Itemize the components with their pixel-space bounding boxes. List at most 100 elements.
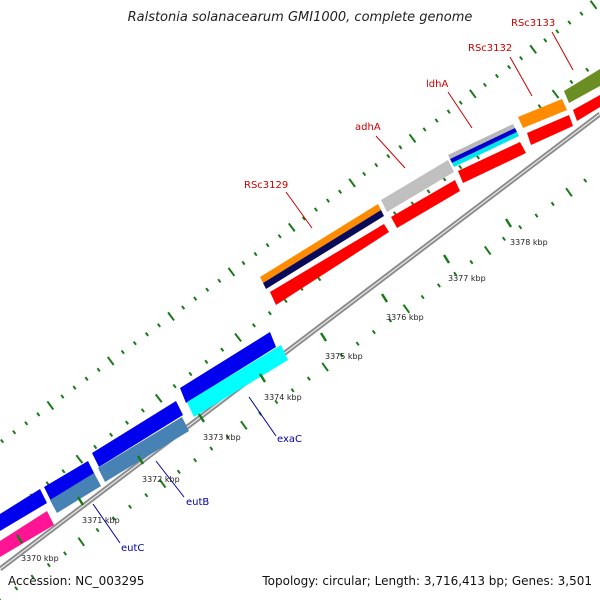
gene-rsc3133[interactable] xyxy=(564,69,600,103)
map-title: Ralstonia solanacearum GMI1000, complete… xyxy=(127,10,473,25)
minor-tick-2-29 xyxy=(469,259,474,265)
ruler-label-0: 3370 kbp xyxy=(21,554,59,563)
gene-ldhA-blue[interactable] xyxy=(450,128,517,163)
gene-exaC[interactable] xyxy=(187,345,288,417)
minor-tick-1-35 xyxy=(551,89,560,99)
minor-tick-1-34 xyxy=(537,104,542,109)
minor-tick-1-12 xyxy=(188,371,193,377)
minor-tick-0-31 xyxy=(362,171,367,177)
minor-tick-0-26 xyxy=(301,216,306,221)
minor-tick-2-7 xyxy=(111,516,116,521)
ruler-tick-2 xyxy=(136,455,145,465)
ruler-label-3: 3373 kbp xyxy=(203,433,241,442)
gene-blue-1[interactable] xyxy=(180,332,276,403)
gene-eutB[interactable] xyxy=(98,417,189,482)
minor-tick-2-15 xyxy=(240,420,248,430)
minor-tick-0-17 xyxy=(193,296,198,301)
minor-tick-0-14 xyxy=(157,323,161,328)
arrow-forward-4[interactable] xyxy=(527,115,573,145)
gene-label-forward-1[interactable]: adhA xyxy=(355,122,381,133)
gene-label-forward-4[interactable]: RSc3133 xyxy=(511,18,555,29)
ruler-label-4: 3374 kbp xyxy=(264,393,302,402)
minor-tick-2-11 xyxy=(176,469,181,475)
minor-tick-2-2 xyxy=(30,574,35,579)
gene-label-reverse-0[interactable]: exaC xyxy=(277,434,302,445)
minor-tick-0-2 xyxy=(12,429,17,435)
genome-summary: Topology: circular; Length: 3,716,413 bp… xyxy=(262,574,592,588)
gene-label-forward-0[interactable]: RSc3129 xyxy=(244,180,288,191)
minor-tick-0-49 xyxy=(579,11,584,16)
minor-tick-2-32 xyxy=(518,224,523,230)
minor-tick-0-1 xyxy=(0,438,5,444)
minor-tick-2-34 xyxy=(550,201,555,207)
gene-label-forward-2[interactable]: ldhA xyxy=(426,79,448,90)
gene-blue-3[interactable] xyxy=(44,461,95,501)
minor-tick-2-13 xyxy=(209,446,214,451)
gene-rsc3129-navy[interactable] xyxy=(263,210,384,289)
minor-tick-1-11 xyxy=(172,383,177,389)
minor-tick-0-40 xyxy=(469,89,477,99)
gene-label-reverse-1[interactable]: eutB xyxy=(186,497,209,508)
minor-tick-0-27 xyxy=(313,207,318,212)
gene-rsc3132[interactable] xyxy=(518,99,567,128)
minor-tick-2-22 xyxy=(355,341,360,346)
minor-tick-1-5 xyxy=(75,454,84,464)
minor-tick-2-3 xyxy=(46,562,51,568)
gene-adhA[interactable] xyxy=(381,160,454,212)
minor-tick-2-31 xyxy=(501,236,506,242)
minor-tick-0-30 xyxy=(348,178,356,188)
minor-tick-0-19 xyxy=(217,278,222,284)
minor-tick-1-28 xyxy=(442,177,447,182)
ruler-label-1: 3371 kbp xyxy=(82,516,120,525)
accession-text: Accession: NC_003295 xyxy=(8,574,145,588)
minor-tick-2-30 xyxy=(483,245,492,256)
gene-blue-4[interactable] xyxy=(0,489,47,531)
minor-tick-1-6 xyxy=(93,444,98,450)
arrow-forward-2[interactable] xyxy=(391,180,460,228)
ruler-tick-0 xyxy=(15,534,24,544)
minor-tick-0-28 xyxy=(325,198,330,203)
leader-line-reverse-1 xyxy=(155,460,185,498)
minor-tick-0-12 xyxy=(132,340,137,346)
minor-tick-2-33 xyxy=(534,213,539,218)
minor-tick-0-9 xyxy=(96,367,101,373)
minor-tick-2-14 xyxy=(225,434,230,440)
minor-tick-2-19 xyxy=(306,376,311,381)
minor-tick-0-3 xyxy=(24,421,29,426)
minor-tick-0-5 xyxy=(46,400,55,411)
gene-label-forward-3[interactable]: RSc3132 xyxy=(468,43,512,54)
minor-tick-2-12 xyxy=(193,457,198,463)
minor-tick-2-28 xyxy=(453,271,458,276)
minor-tick-1-29 xyxy=(458,164,463,170)
gene-eutC[interactable] xyxy=(0,511,54,557)
minor-tick-0-25 xyxy=(287,222,296,232)
gene-ldhA-grey[interactable] xyxy=(448,124,515,159)
minor-tick-1-15 xyxy=(234,332,242,343)
minor-tick-2-0 xyxy=(0,598,2,600)
leader-line-forward-2 xyxy=(447,91,473,129)
ruler-label-6: 3376 kbp xyxy=(386,313,424,322)
arrow-forward-5[interactable] xyxy=(573,95,600,121)
gene-rsc3129-orange[interactable] xyxy=(260,204,381,283)
minor-tick-0-48 xyxy=(567,20,572,25)
minor-tick-0-21 xyxy=(241,260,246,266)
minor-tick-0-11 xyxy=(120,349,125,355)
minor-tick-2-24 xyxy=(388,318,393,323)
arrow-forward-3[interactable] xyxy=(458,142,526,183)
minor-tick-0-18 xyxy=(205,287,210,292)
arrow-forward-1[interactable] xyxy=(270,224,389,305)
minor-tick-0-39 xyxy=(458,100,463,105)
gene-blue-2[interactable] xyxy=(92,401,183,467)
minor-tick-0-36 xyxy=(422,127,427,132)
gene-label-reverse-2[interactable]: eutC xyxy=(121,543,144,554)
gene-ldhA-cyan[interactable] xyxy=(452,132,519,167)
gene-eutB-2[interactable] xyxy=(50,473,101,513)
minor-tick-0-34 xyxy=(398,145,403,150)
minor-tick-0-50 xyxy=(589,0,598,10)
minor-tick-2-1 xyxy=(14,586,19,591)
ruler-tick-3 xyxy=(197,413,206,423)
ruler-tick-5 xyxy=(319,332,328,342)
ruler-tick-6 xyxy=(380,293,389,303)
minor-tick-0-7 xyxy=(72,385,77,390)
